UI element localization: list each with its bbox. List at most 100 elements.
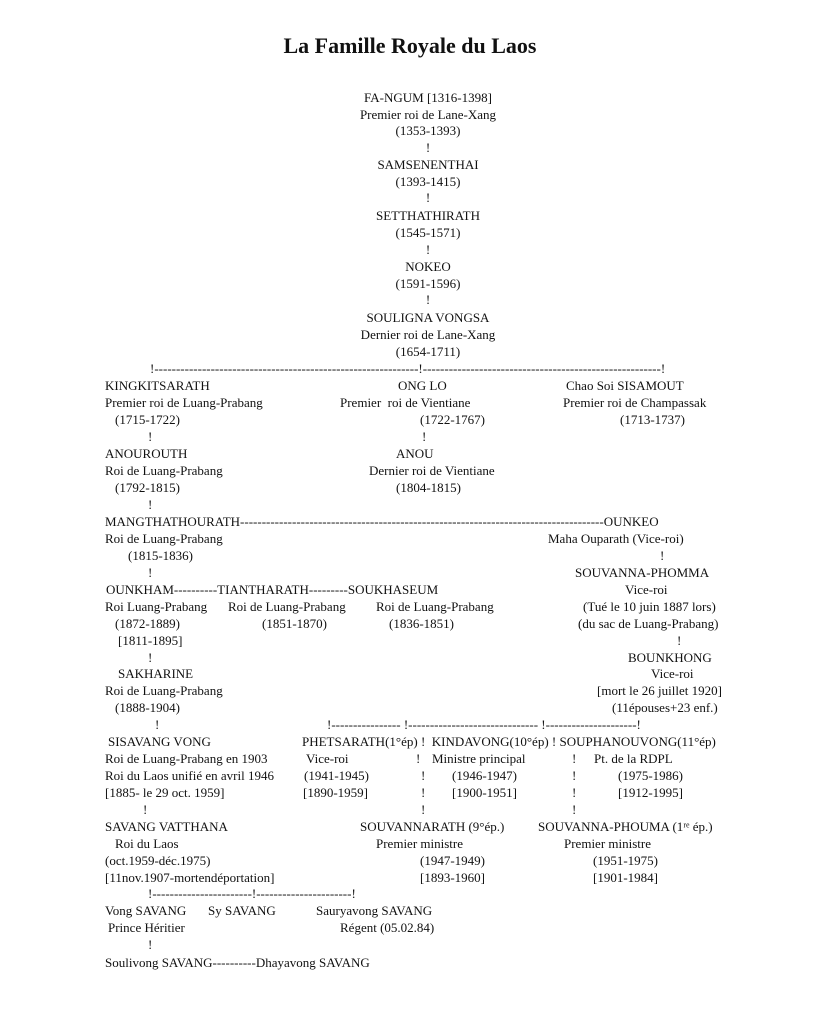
tree-entry: (1951-1975) <box>593 853 658 868</box>
tree-entry: (1947-1949) <box>420 853 485 868</box>
tree-connector: OUNKHAM----------TIANTHARATH---------SOU… <box>106 582 439 597</box>
tree-entry: SOULIGNA VONGSA <box>366 310 490 325</box>
tree-entry: ! <box>660 548 665 563</box>
tree-entry: ! <box>148 497 153 512</box>
tree-entry: Vice-roi <box>625 582 668 597</box>
tree-entry: Roi de Luang-Prabang <box>376 599 494 614</box>
tree-entry: SAKHARINE <box>118 666 194 681</box>
tree-entry: Premier roi de Lane-Xang <box>359 107 497 122</box>
tree-entry: ! <box>148 565 153 580</box>
tree-entry: Roi de Luang-Prabang <box>228 599 346 614</box>
tree-entry: Premier roi de Vientiane <box>340 395 471 410</box>
tree-entry: Dernier roi de Vientiane <box>369 463 495 478</box>
tree-connector: MANGTHATHOURATH-------------------------… <box>105 514 659 529</box>
tree-entry: Chao Soi SISAMOUT <box>566 378 684 393</box>
tree-entry: (1722-1767) <box>420 412 485 427</box>
tree-entry: Roi de Luang-Prabang <box>105 463 223 478</box>
tree-entry: (Tué le 10 juin 1887 lors) <box>583 599 716 614</box>
tree-entry: SAVANG VATTHANA <box>105 819 228 834</box>
tree-entry: (1715-1722) <box>115 412 180 427</box>
tree-entry: BOUNKHONG <box>628 650 712 665</box>
tree-entry: Roi du Laos <box>115 836 179 851</box>
tree-entry: (1815-1836) <box>128 548 193 563</box>
tree-entry: (1353-1393) <box>395 123 461 138</box>
tree-entry: (1804-1815) <box>396 480 461 495</box>
tree-entry: ONG LO <box>398 378 447 393</box>
tree-entry: ! <box>572 751 577 766</box>
tree-entry: (1792-1815) <box>115 480 180 495</box>
tree-entry: ! <box>421 802 426 817</box>
page-title: La Famille Royale du Laos <box>283 33 537 58</box>
tree-entry: (oct.1959-déc.1975) <box>105 853 211 868</box>
tree-entry: Ministre principal <box>432 751 526 766</box>
tree-entry: ! <box>155 717 160 732</box>
tree-entry: Premier ministre <box>564 836 652 851</box>
tree-entry: SAMSENENTHAI <box>377 157 479 172</box>
tree-entry: ! <box>425 292 431 307</box>
tree-entry: ! <box>677 633 682 648</box>
tree-connector: !-----------------------!---------------… <box>148 886 356 901</box>
tree-entry: ! <box>425 140 431 155</box>
tree-entry: Soulivong SAVANG----------Dhayavong SAVA… <box>105 955 370 970</box>
tree-entry: SOUVANNARATH (9°ép.) <box>360 819 505 834</box>
tree-entry: Maha Ouparath (Vice-roi) <box>548 531 684 546</box>
tree-entry: Sauryavong SAVANG <box>316 903 433 918</box>
tree-entry: (1872-1889) <box>115 616 180 631</box>
tree-entry: Régent (05.02.84) <box>340 920 435 935</box>
tree-entry: NOKEO <box>405 259 451 274</box>
tree-entry: Sy SAVANG <box>208 903 276 918</box>
tree-entry: (1946-1947) <box>452 768 517 783</box>
tree-entry: Dernier roi de Lane-Xang <box>360 327 496 342</box>
tree-entry: Roi du Laos unifié en avril 1946 <box>105 768 274 783</box>
tree-entry: Vong SAVANG <box>105 903 187 918</box>
tree-entry: Vice-roi <box>306 751 349 766</box>
tree-entry: Premier roi de Luang-Prabang <box>105 395 263 410</box>
tree-entry: ! <box>422 429 427 444</box>
tree-entry: ANOUROUTH <box>105 446 188 461</box>
tree-entry: ! <box>148 650 153 665</box>
tree-entry: [1900-1951] <box>452 785 517 800</box>
tree-entry: (1851-1870) <box>262 616 327 631</box>
tree-entry: ! <box>148 937 153 952</box>
tree-entry: FA-NGUM [1316-1398] <box>364 90 492 105</box>
tree-entry: [mort le 26 juillet 1920] <box>597 683 722 698</box>
tree-entry: [1893-1960] <box>420 870 485 885</box>
tree-entry: ! <box>572 802 577 817</box>
tree-entry: [1901-1984] <box>593 870 658 885</box>
tree-connector: !---------------- !---------------------… <box>327 717 641 732</box>
tree-entry: ! <box>421 768 426 783</box>
tree-entry: ! <box>416 751 421 766</box>
tree-entry: Prince Héritier <box>108 920 185 935</box>
tree-entry: ! <box>148 429 153 444</box>
tree-entry: ! <box>143 802 148 817</box>
tree-entry: SISAVANG VONG <box>108 734 211 749</box>
tree-entry: ! <box>572 768 577 783</box>
tree-entry: SOUVANNA-PHOUMA (1ʳᵉ ép.) <box>538 819 713 834</box>
tree-entry: Pt. de la RDPL <box>594 751 673 766</box>
tree-entry: (1654-1711) <box>395 344 461 359</box>
tree-entry: Premier ministre <box>376 836 464 851</box>
tree-entry: (1836-1851) <box>389 616 454 631</box>
tree-entry: ! <box>572 785 577 800</box>
tree-entry: (11épouses+23 enf.) <box>612 700 718 715</box>
tree-entry: (1393-1415) <box>395 174 461 189</box>
tree-entry: (1941-1945) <box>304 768 369 783</box>
tree-entry: Vice-roi <box>651 666 694 681</box>
tree-entry: [1890-1959] <box>303 785 368 800</box>
tree-entry: [1811-1895] <box>118 633 183 648</box>
tree-entry: Roi de Luang-Prabang <box>105 531 223 546</box>
tree-entry: (1713-1737) <box>620 412 685 427</box>
tree-entry: PHETSARATH(1°ép) ! KINDAVONG(10°ép) ! SO… <box>302 734 716 749</box>
tree-entry: Premier roi de Champassak <box>563 395 707 410</box>
tree-entry: ! <box>425 190 431 205</box>
tree-entry: (1545-1571) <box>395 225 461 240</box>
tree-entry: (1888-1904) <box>115 700 180 715</box>
tree-connector: !---------------------------------------… <box>150 361 664 376</box>
tree-entry: ! <box>425 242 431 257</box>
tree-entry: [1912-1995] <box>618 785 683 800</box>
tree-entry: ! <box>421 785 426 800</box>
tree-entry: SETTHATHIRATH <box>376 208 480 223</box>
tree-entry: [1885- le 29 oct. 1959] <box>105 785 225 800</box>
tree-entry: (1975-1986) <box>618 768 683 783</box>
tree-entry: ANOU <box>396 446 434 461</box>
